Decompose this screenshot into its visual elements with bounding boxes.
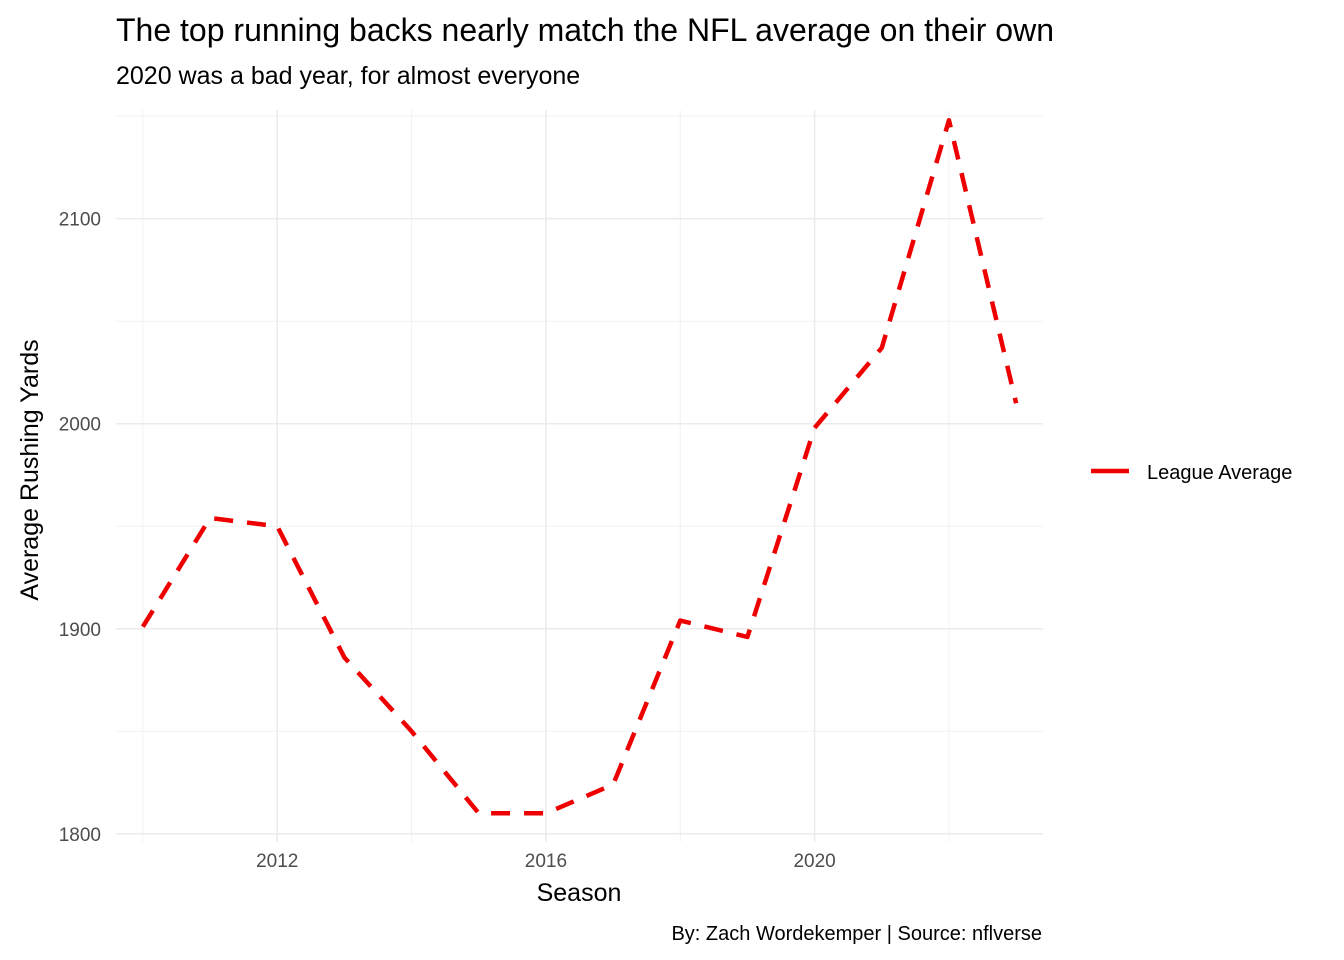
chart-caption: By: Zach Wordekemper | Source: nflverse: [671, 923, 1042, 945]
x-tick-label: 2020: [793, 851, 835, 872]
major-gridlines: [116, 110, 1043, 842]
legend: League Average: [1091, 462, 1292, 484]
x-tick-label: 2012: [256, 851, 298, 872]
chart-title: The top running backs nearly match the N…: [116, 12, 1054, 48]
y-tick-label: 2000: [59, 415, 101, 436]
y-axis-tick-labels: 1800 1900 2000 2100: [59, 210, 101, 846]
y-tick-label: 1800: [59, 825, 101, 846]
x-tick-label: 2016: [525, 851, 567, 872]
y-tick-label: 1900: [59, 620, 101, 641]
legend-label-league-average: League Average: [1147, 462, 1292, 484]
chart-subtitle: 2020 was a bad year, for almost everyone: [116, 62, 580, 90]
series-line-league-average: [140, 118, 1019, 816]
minor-gridlines: [116, 110, 1043, 842]
y-axis-title: Average Rushing Yards: [16, 339, 44, 600]
x-axis-title: Season: [537, 879, 622, 907]
x-axis-tick-labels: 2012 2016 2020: [256, 851, 836, 872]
series-layer: [140, 118, 1019, 816]
y-tick-label: 2100: [59, 210, 101, 231]
